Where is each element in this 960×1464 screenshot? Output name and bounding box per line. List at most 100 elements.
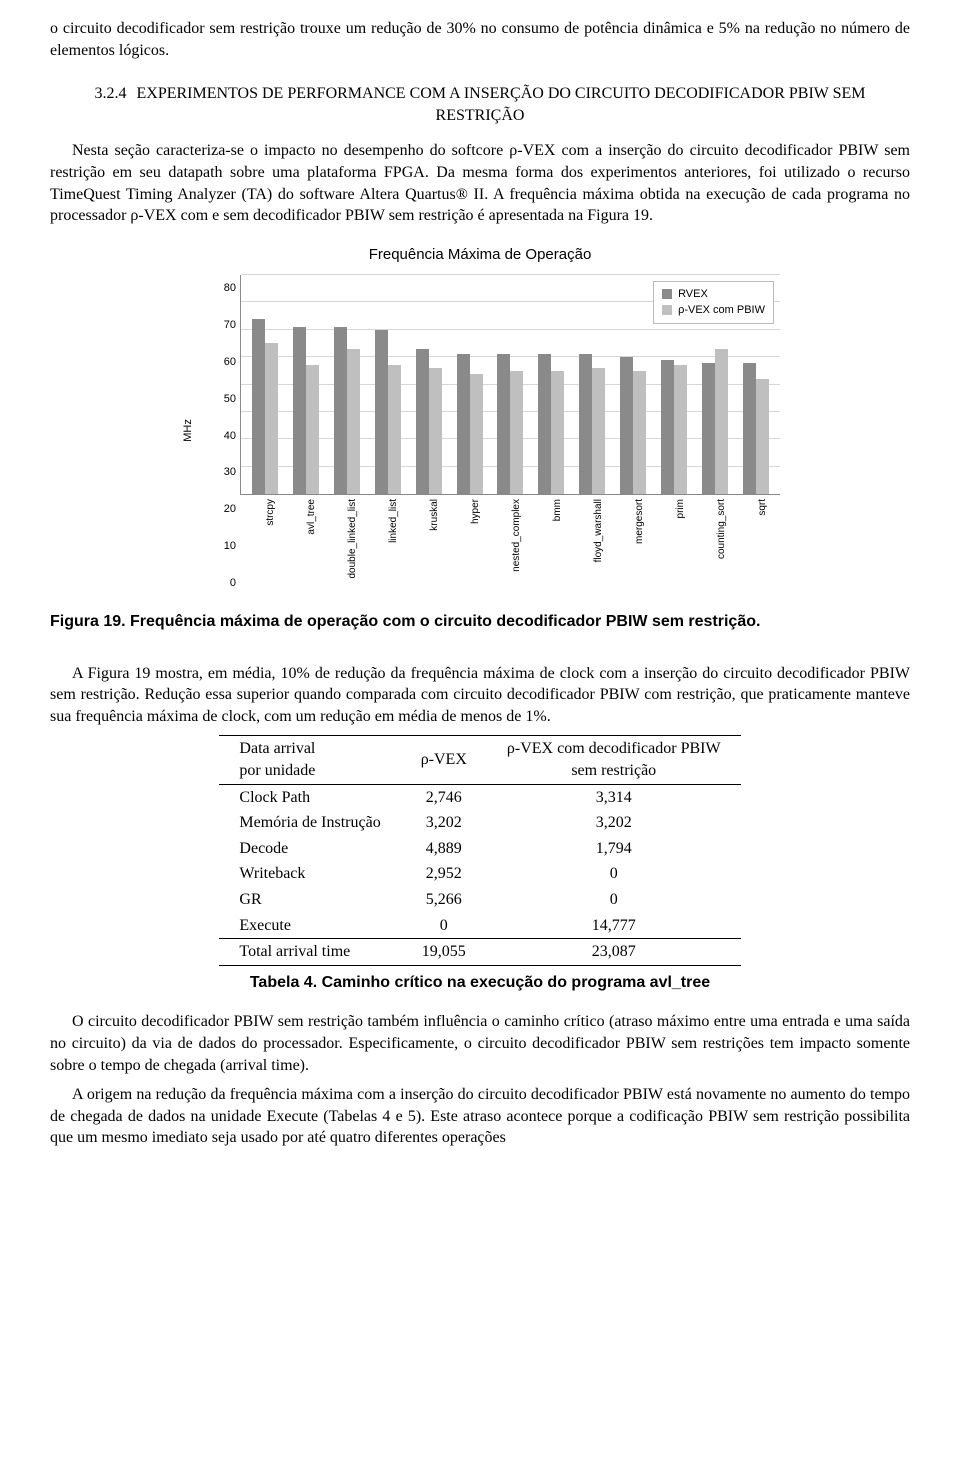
y-tick: 30 [196, 465, 236, 480]
table-cell: Decode [219, 836, 400, 862]
figure-caption: Figura 19. Frequência máxima de operação… [50, 611, 910, 633]
table-cell: Memória de Instrução [219, 810, 400, 836]
section-title: EXPERIMENTOS DE PERFORMANCE COM A INSERÇ… [137, 85, 866, 124]
bar-group [572, 275, 613, 494]
body-paragraph: O circuito decodificador PBIW sem restri… [50, 1011, 910, 1076]
bar-series-b [388, 365, 401, 494]
x-tick-label: double_linked_list [346, 499, 360, 579]
table-caption: Tabela 4. Caminho crítico na execução do… [50, 972, 910, 994]
bar-series-a [702, 363, 715, 494]
y-tick: 10 [196, 539, 236, 554]
x-tick-label: avl_tree [305, 499, 319, 535]
bar-series-b [510, 371, 523, 494]
bar-series-b [756, 379, 769, 494]
x-tick-label: prim [674, 499, 688, 518]
table-row: Memória de Instrução3,2023,202 [219, 810, 740, 836]
x-tick-label: bmm [551, 499, 565, 521]
bar-series-a [375, 330, 388, 494]
bar-group [327, 275, 368, 494]
table-header-cell: Data arrivalpor unidade [219, 736, 400, 784]
bar-group [368, 275, 409, 494]
bar-group [613, 275, 654, 494]
table-cell: 5,266 [401, 887, 487, 913]
bar-group [735, 275, 776, 494]
bar-group [490, 275, 531, 494]
table-header-row: Data arrivalpor unidade ρ-VEX ρ-VEX com … [219, 736, 740, 784]
table-cell: 0 [487, 861, 741, 887]
bar-series-b [715, 349, 728, 494]
table-cell: 2,952 [401, 861, 487, 887]
bar-series-a [416, 349, 429, 494]
table-cell: 3,314 [487, 784, 741, 810]
table-cell: 19,055 [401, 939, 487, 966]
table-cell: 0 [487, 887, 741, 913]
x-tick-label: kruskal [428, 499, 442, 531]
bar-series-a [579, 354, 592, 494]
bar-series-b [633, 371, 646, 494]
table-cell: 3,202 [401, 810, 487, 836]
bar-series-a [252, 319, 265, 494]
bar-series-b [470, 374, 483, 494]
table-row: Execute014,777 [219, 913, 740, 939]
bar-series-b [265, 343, 278, 494]
table-total-row: Total arrival time 19,055 23,087 [219, 939, 740, 966]
y-axis-label: MHz [181, 419, 196, 442]
bar-group [245, 275, 286, 494]
body-paragraph: A origem na redução da frequência máxima… [50, 1084, 910, 1149]
y-tick: 20 [196, 502, 236, 517]
plot-area: RVEX ρ-VEX com PBIW [240, 275, 780, 495]
x-tick-label: counting_sort [715, 499, 729, 559]
x-tick-label: hyper [469, 499, 483, 524]
table-4: Data arrivalpor unidade ρ-VEX ρ-VEX com … [219, 735, 740, 965]
table-cell: 14,777 [487, 913, 741, 939]
y-axis: 80706050403020100 [196, 275, 240, 585]
bar-series-b [551, 371, 564, 494]
bar-series-a [497, 354, 510, 494]
table-row: Writeback2,9520 [219, 861, 740, 887]
x-tick-label: sqrt [756, 499, 770, 516]
table-cell: GR [219, 887, 400, 913]
table-cell: 0 [401, 913, 487, 939]
body-paragraph: A Figura 19 mostra, em média, 10% de red… [50, 663, 910, 728]
table-row: Clock Path2,7463,314 [219, 784, 740, 810]
bar-series-a [743, 363, 756, 494]
table-cell: 4,889 [401, 836, 487, 862]
y-axis-label-wrap: MHz [180, 275, 196, 585]
x-tick-label: mergesort [633, 499, 647, 544]
table-cell: 2,746 [401, 784, 487, 810]
y-tick: 0 [196, 576, 236, 591]
bar-series-a [457, 354, 470, 494]
table-row: Decode4,8891,794 [219, 836, 740, 862]
y-tick: 40 [196, 429, 236, 444]
bar-group [286, 275, 327, 494]
bar-series-a [661, 360, 674, 494]
table-cell: Writeback [219, 861, 400, 887]
x-tick-label: floyd_warshall [592, 499, 606, 562]
bar-series-a [620, 357, 633, 494]
bar-group [449, 275, 490, 494]
table-header-cell: ρ-VEX [401, 736, 487, 784]
bar-group [653, 275, 694, 494]
body-paragraph: Nesta seção caracteriza-se o impacto no … [50, 140, 910, 226]
frequency-chart: Frequência Máxima de Operação MHz 80 70 60… [180, 245, 780, 585]
table-cell: Execute [219, 913, 400, 939]
bar-series-a [293, 327, 306, 494]
y-tick: 80 [196, 281, 236, 296]
bar-series-b [592, 368, 605, 494]
bar-group [408, 275, 449, 494]
bar-group [694, 275, 735, 494]
bar-series-b [674, 365, 687, 494]
y-tick: 70 [196, 318, 236, 333]
section-heading: 3.2.4 EXPERIMENTOS DE PERFORMANCE COM A … [50, 83, 910, 126]
bar-series-a [334, 327, 347, 494]
y-tick: 60 [196, 355, 236, 370]
x-tick-label: strcpy [264, 499, 278, 526]
chart-title: Frequência Máxima de Operação [180, 245, 780, 265]
section-number: 3.2.4 [95, 85, 127, 102]
table-header-cell: ρ-VEX com decodificador PBIWsem restriçã… [487, 736, 741, 784]
bar-group [531, 275, 572, 494]
intro-paragraph: o circuito decodificador sem restrição t… [50, 18, 910, 61]
table-cell: 23,087 [487, 939, 741, 966]
bar-series-b [429, 368, 442, 494]
table-row: GR5,2660 [219, 887, 740, 913]
